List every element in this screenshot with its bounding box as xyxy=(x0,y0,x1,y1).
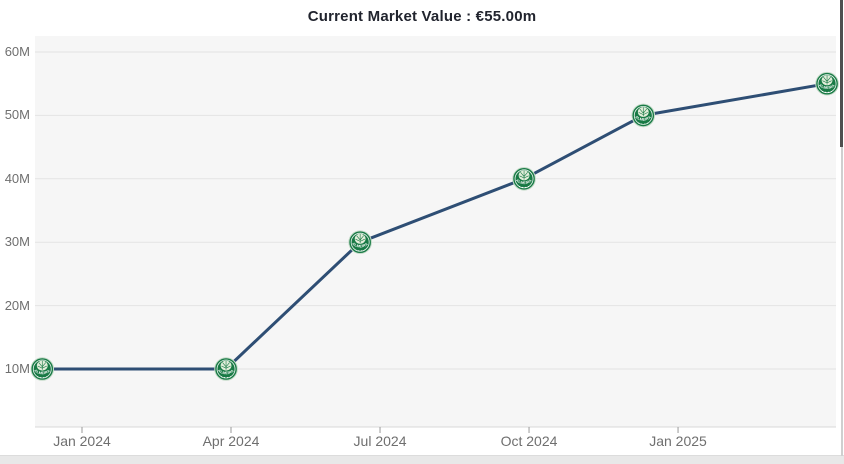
chart-title: Current Market Value : €55.00m xyxy=(307,8,537,25)
club-badge-marker[interactable] xyxy=(30,357,55,381)
club-badge-marker[interactable] xyxy=(512,167,536,191)
club-badge-marker[interactable] xyxy=(348,230,372,254)
club-badge-marker[interactable] xyxy=(631,103,656,128)
club-badge-marker[interactable] xyxy=(815,71,839,96)
window-right-edge xyxy=(840,0,843,147)
page-bottom-strip xyxy=(0,455,844,464)
plot-area xyxy=(35,36,836,427)
container-right-border xyxy=(841,147,843,456)
market-value-line xyxy=(40,82,829,371)
club-badge-marker[interactable] xyxy=(214,357,238,381)
